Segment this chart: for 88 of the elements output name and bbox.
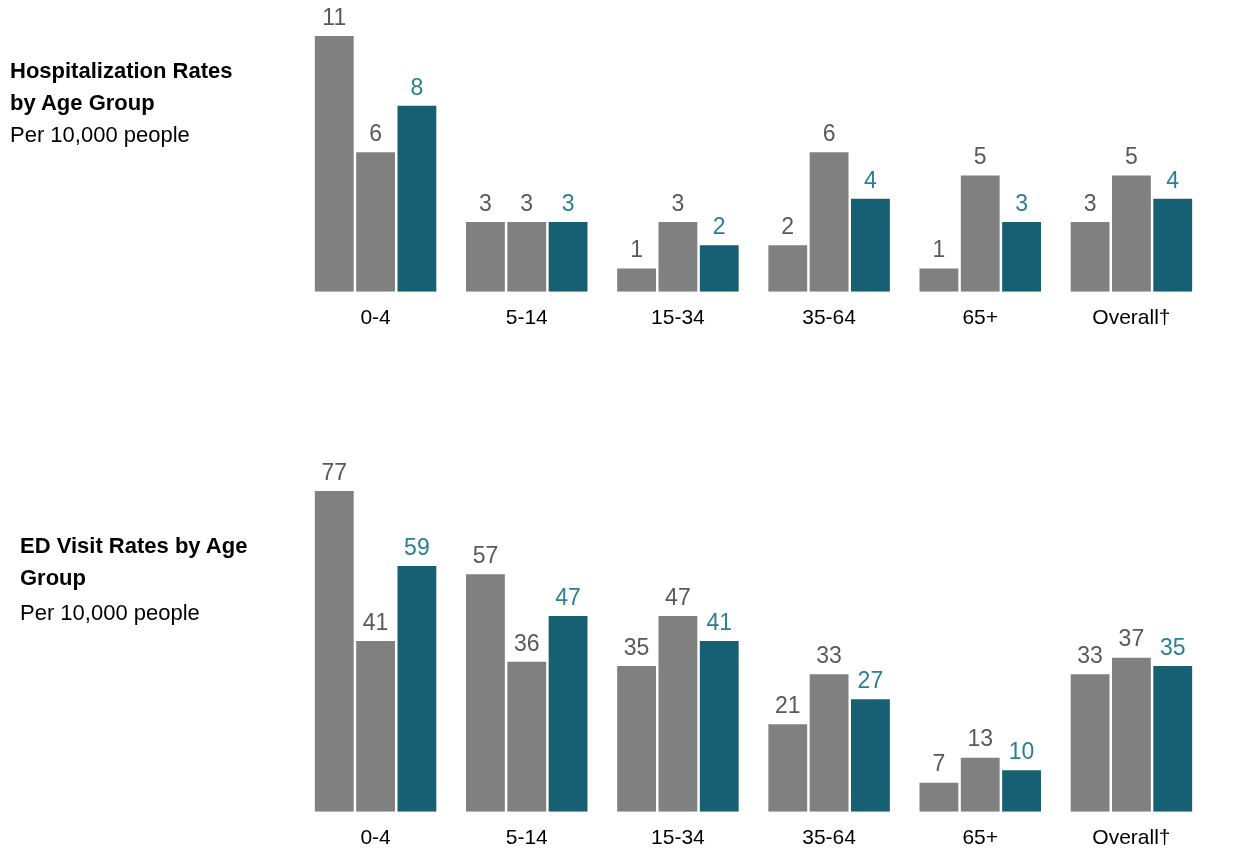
bar xyxy=(507,222,547,292)
x-tick-label: 65+ xyxy=(962,305,999,329)
text: Per 10,000 people xyxy=(10,122,190,148)
data-label: 33 xyxy=(816,642,842,669)
x-tick-label: 35-64 xyxy=(802,305,857,329)
x-tick-label: 0-4 xyxy=(360,825,392,849)
data-label: 6 xyxy=(822,120,836,147)
data-label: 59 xyxy=(404,533,430,560)
data-label: 47 xyxy=(665,583,691,610)
data-label: 41 xyxy=(362,608,389,635)
data-label: 4 xyxy=(1166,166,1180,193)
bar xyxy=(658,615,698,812)
data-label: 4 xyxy=(864,166,877,193)
bar xyxy=(1002,770,1041,812)
bar xyxy=(397,105,437,292)
bar xyxy=(919,782,959,812)
bar xyxy=(356,152,395,292)
x-tick-label: 0-4 xyxy=(360,305,392,329)
bar xyxy=(397,565,437,812)
data-label: 13 xyxy=(967,725,994,752)
data-label: 3 xyxy=(561,189,575,216)
data-label: 37 xyxy=(1118,625,1145,652)
bar xyxy=(809,152,849,292)
data-label: 47 xyxy=(555,583,581,610)
bar xyxy=(699,640,739,812)
bar xyxy=(768,245,808,292)
data-label: 5 xyxy=(1125,143,1138,170)
data-label: 21 xyxy=(774,692,801,719)
bar xyxy=(1070,222,1110,292)
data-label: 6 xyxy=(369,120,382,147)
bar xyxy=(809,674,849,812)
data-label: 27 xyxy=(857,667,884,694)
data-label: 11 xyxy=(322,3,347,30)
bar xyxy=(919,268,959,292)
bar xyxy=(850,198,890,292)
bar xyxy=(548,615,588,812)
data-label: 41 xyxy=(706,608,733,635)
bar xyxy=(617,665,657,812)
data-label: 10 xyxy=(1008,737,1035,764)
bar xyxy=(1070,674,1110,812)
bar xyxy=(1112,175,1151,292)
data-label: 3 xyxy=(1015,189,1028,216)
bar xyxy=(960,175,1000,292)
data-label: 7 xyxy=(932,750,946,777)
bar xyxy=(1153,665,1193,812)
data-label: 2 xyxy=(781,213,795,240)
data-label: 1 xyxy=(630,236,643,263)
bar xyxy=(1112,657,1151,812)
text: Hospitalization Rates by Age Group xyxy=(10,57,234,117)
bar xyxy=(850,699,890,812)
data-label: 3 xyxy=(671,189,685,216)
bar xyxy=(658,222,698,292)
bar xyxy=(1002,222,1041,292)
bar xyxy=(699,245,739,292)
bar xyxy=(548,222,588,292)
bar xyxy=(960,757,1000,812)
x-tick-label: 5-14 xyxy=(505,305,549,329)
bar xyxy=(466,574,505,812)
x-tick-label: 5-14 xyxy=(505,825,549,849)
bar xyxy=(768,724,808,812)
data-label: 5 xyxy=(973,143,987,170)
data-label: 35 xyxy=(1159,633,1186,660)
data-label: 35 xyxy=(623,633,650,660)
text: Per 10,000 people xyxy=(20,600,200,626)
data-label: 36 xyxy=(513,629,540,656)
bar xyxy=(1153,198,1193,292)
data-label: 1 xyxy=(932,236,946,263)
text: ED Visit Rates by Age Group xyxy=(20,532,249,592)
data-label: 3 xyxy=(520,189,534,216)
x-tick-label: 65+ xyxy=(962,825,999,849)
data-label: 33 xyxy=(1077,642,1103,669)
data-label: 57 xyxy=(472,542,499,569)
data-label: 3 xyxy=(1083,189,1097,216)
x-tick-label: 15-34 xyxy=(651,305,706,329)
x-tick-label: 35-64 xyxy=(802,825,857,849)
bar xyxy=(356,640,395,812)
x-tick-label: Overall† xyxy=(1092,305,1171,329)
data-label: 2 xyxy=(712,213,726,240)
bar xyxy=(466,222,505,292)
bar xyxy=(617,268,657,292)
data-label: 8 xyxy=(410,73,424,100)
bar xyxy=(507,661,547,812)
data-label: 3 xyxy=(479,189,492,216)
x-tick-label: Overall† xyxy=(1092,825,1171,849)
data-label: 77 xyxy=(321,458,348,485)
bar xyxy=(314,36,354,292)
x-tick-label: 15-34 xyxy=(651,825,706,849)
bar xyxy=(314,491,354,812)
